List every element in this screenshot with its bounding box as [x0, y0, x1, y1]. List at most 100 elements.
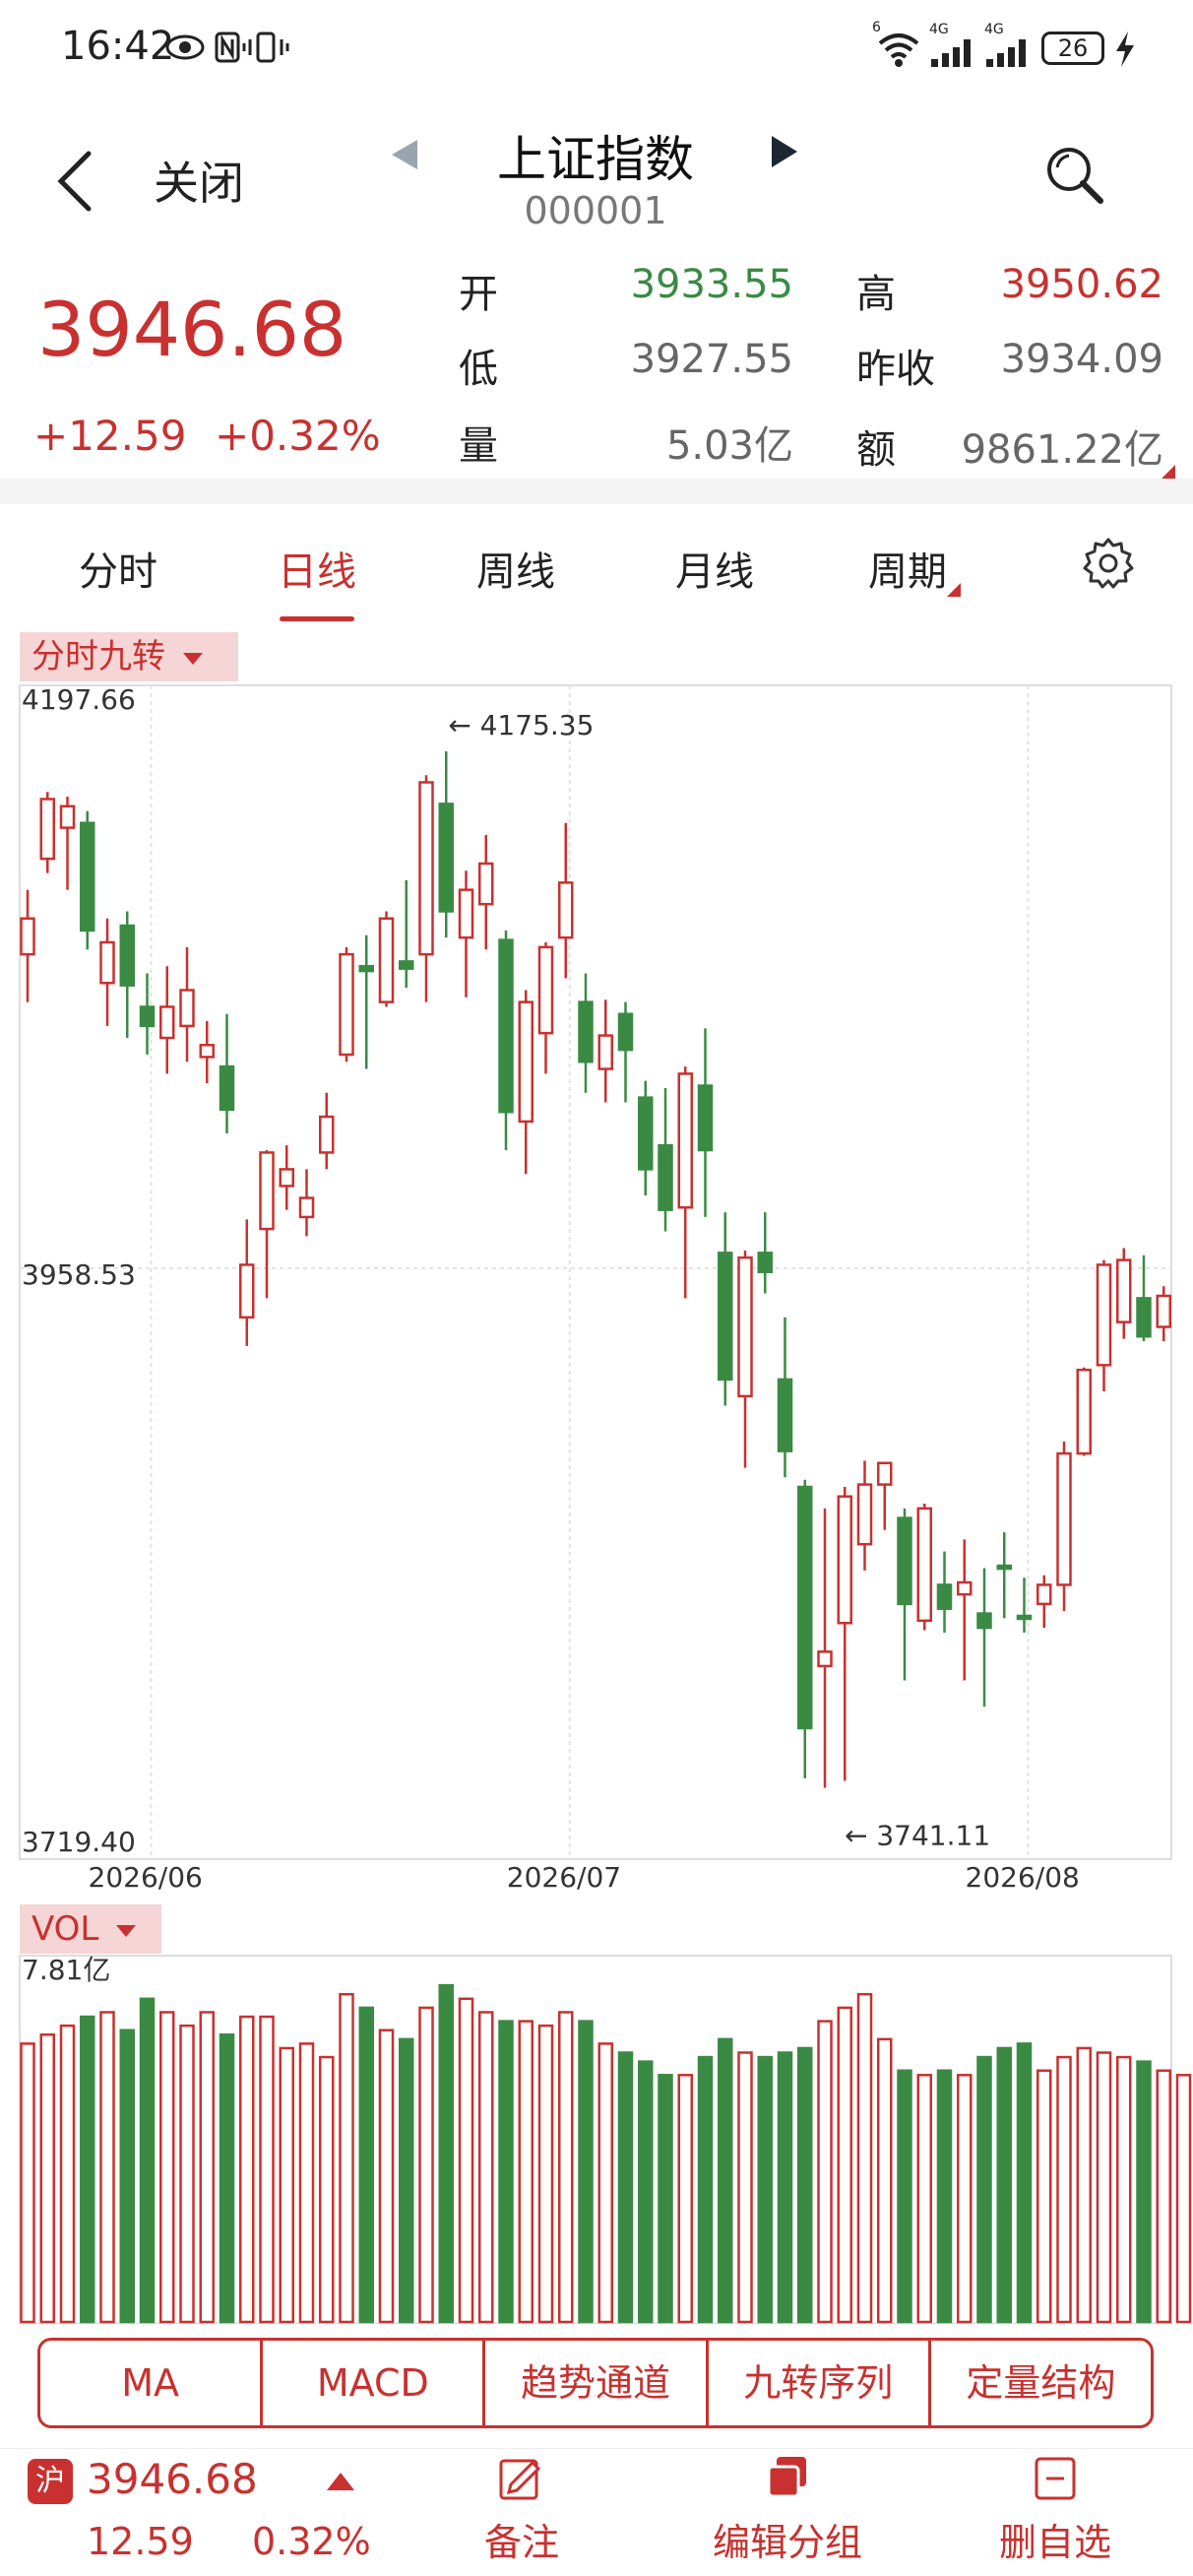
nfc-icon	[215, 32, 240, 63]
candle-body	[677, 1072, 693, 1209]
candle	[877, 1461, 893, 1530]
candle	[20, 889, 35, 1002]
candle	[1056, 1441, 1072, 1612]
candle-body	[597, 1034, 613, 1070]
remove-watchlist-button[interactable]: 删自选	[957, 2455, 1154, 2573]
prev-index-icon[interactable]	[388, 138, 421, 171]
signal-icon	[986, 39, 1026, 67]
tab-daily[interactable]: 日线	[278, 549, 356, 595]
nine-turn-button[interactable]: 九转序列	[709, 2341, 931, 2425]
candle	[737, 1250, 753, 1468]
macd-button[interactable]: MACD	[263, 2341, 486, 2425]
active-tab-indicator	[280, 616, 354, 621]
candle-body	[80, 821, 95, 933]
volume-bar	[119, 2029, 135, 2324]
candle	[259, 1150, 275, 1299]
candle-body	[856, 1483, 873, 1546]
candle	[438, 750, 454, 938]
tab-period[interactable]: 周期	[868, 549, 947, 595]
volume-bar	[837, 2006, 852, 2324]
volume-bar	[219, 2033, 235, 2324]
price-change-pct: +0.32%	[215, 412, 381, 460]
bottom-price: 3946.68	[87, 2455, 258, 2503]
candle-body	[976, 1612, 992, 1630]
volume-bar	[239, 2015, 255, 2324]
note-button[interactable]: 备注	[423, 2455, 620, 2573]
candle-body	[139, 1005, 156, 1028]
candle	[957, 1539, 973, 1681]
candle-body	[996, 1564, 1012, 1571]
candle-body	[378, 917, 395, 1003]
low-value: 3927.55	[630, 337, 793, 382]
candle	[378, 911, 395, 1007]
volume-bar	[399, 2037, 414, 2324]
candle	[498, 930, 514, 1151]
trend-channel-button[interactable]: 趋势通道	[485, 2341, 709, 2425]
index-code: 000001	[524, 189, 667, 232]
volume-bar	[1076, 2046, 1092, 2324]
volume-bar	[658, 2074, 673, 2324]
candle	[39, 792, 55, 873]
wifi-label: 6	[872, 20, 881, 35]
candle	[458, 870, 474, 998]
prev-close-value: 3934.09	[1000, 337, 1163, 382]
candle-body	[537, 945, 554, 1035]
volume-bar	[877, 2037, 893, 2324]
candle-body	[1096, 1263, 1112, 1367]
tab-weekly[interactable]: 周线	[476, 549, 555, 595]
bottom-bar: 沪 3946.68 12.59 0.32% 备注 编辑分组 删自选	[0, 2448, 1193, 2576]
search-icon[interactable]	[1043, 144, 1106, 207]
volume-bar	[80, 2015, 95, 2324]
candle	[1136, 1255, 1152, 1342]
back-icon[interactable]	[55, 150, 94, 213]
quant-structure-button[interactable]: 定量结构	[966, 2361, 1116, 2405]
candle-body	[259, 1151, 275, 1231]
remove-icon	[1035, 2457, 1076, 2500]
candle	[817, 1508, 833, 1788]
volume-bar	[1156, 2069, 1171, 2324]
note-icon	[499, 2459, 541, 2500]
candle-body	[39, 798, 55, 861]
battery-icon: 26	[1041, 32, 1104, 65]
kline-indicator-selector[interactable]: 分时九转	[20, 632, 238, 681]
wifi-icon	[878, 33, 919, 67]
tab-intraday[interactable]: 分时	[79, 549, 157, 595]
volume-chart[interactable]: 7.81亿	[0, 1950, 1193, 2324]
signal-icon	[931, 39, 971, 67]
candle	[139, 973, 156, 1055]
candle	[578, 973, 594, 1093]
quote-expand-mark[interactable]	[1162, 465, 1175, 479]
volume-bar	[1136, 2060, 1152, 2324]
volume-bar	[498, 2020, 514, 2324]
vol-indicator-selector[interactable]: VOL	[20, 1904, 161, 1954]
current-price: 3946.68	[37, 286, 347, 373]
candle-body	[617, 1012, 634, 1052]
close-button[interactable]: 关闭	[154, 157, 244, 210]
candle	[897, 1508, 912, 1681]
candle-body	[20, 917, 35, 956]
candle	[936, 1551, 953, 1633]
candle-body	[358, 965, 374, 973]
candle-body	[239, 1263, 255, 1320]
candle	[597, 999, 613, 1103]
ma-button[interactable]: MA	[40, 2341, 264, 2425]
next-index-icon[interactable]	[768, 134, 801, 169]
candle-body	[498, 938, 514, 1114]
edit-group-button[interactable]: 编辑分组	[689, 2455, 886, 2573]
kline-chart[interactable]: 4197.66 3958.53 3719.40 ← 4175.35 ← 3741…	[0, 679, 1193, 1910]
volume-bar	[478, 2011, 494, 2324]
amount-value: 9861.22亿	[961, 427, 1163, 473]
volume-bar	[737, 2051, 753, 2324]
candle-body	[777, 1378, 793, 1452]
candle-body	[399, 960, 414, 970]
tab-monthly[interactable]: 月线	[675, 549, 754, 595]
candle	[159, 966, 175, 1074]
market-badge: 沪	[28, 2459, 73, 2504]
gear-icon[interactable]	[1081, 536, 1136, 591]
signal1-label: 4G	[929, 22, 949, 37]
candle-body	[99, 940, 115, 985]
candle	[718, 1212, 733, 1406]
volume-bar	[1096, 2051, 1112, 2324]
price-change: +12.59	[33, 412, 187, 460]
chevron-down-icon	[116, 1924, 137, 1937]
